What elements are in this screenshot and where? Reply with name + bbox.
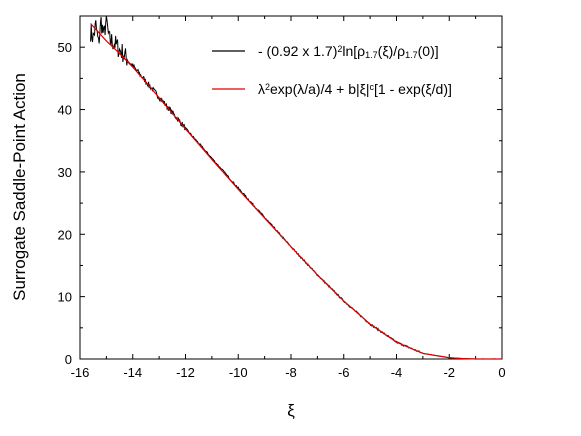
plot-frame	[79, 15, 503, 360]
legend-label-part: (ξ)/ρ	[378, 43, 405, 59]
series-line-0	[90, 15, 502, 360]
x-tick-label: -2	[443, 365, 455, 380]
x-tick-label: -12	[176, 365, 195, 380]
x-tick-label: -10	[229, 365, 248, 380]
y-axis-label: Surrogate Saddle-Point Action	[10, 73, 29, 301]
legend-label-part: [1 - exp(ξ/d)]	[374, 81, 452, 97]
legend: - (0.92 x 1.7)2ln[ρ1.7(ξ)/ρ1.7(0)]λ2exp(…	[212, 43, 452, 97]
legend-label-part: 1.7	[365, 50, 378, 60]
legend-label-part: 2	[337, 44, 342, 54]
x-tick-label: -8	[285, 365, 297, 380]
series-lines	[90, 15, 502, 360]
y-tick-label: 20	[58, 227, 72, 242]
y-tick-label: 50	[58, 40, 72, 55]
legend-label: - (0.92 x 1.7)2ln[ρ1.7(ξ)/ρ1.7(0)]	[258, 43, 439, 60]
y-tick-label: 0	[65, 352, 72, 367]
x-axis-label: ξ	[287, 401, 295, 420]
y-tick-label: 10	[58, 290, 72, 305]
x-tick-label: -14	[123, 365, 142, 380]
x-tick-label: -6	[338, 365, 350, 380]
x-tick-label: 0	[498, 365, 505, 380]
legend-label-part: (0)]	[418, 43, 439, 59]
x-tick-label: -4	[391, 365, 403, 380]
legend-label-part: 2	[265, 82, 270, 92]
legend-label-part: ln[ρ	[342, 43, 365, 59]
y-tick-label: 30	[58, 165, 72, 180]
legend-label-part: 1.7	[405, 50, 418, 60]
y-tick-label: 40	[58, 103, 72, 118]
legend-label-part: λ	[258, 81, 265, 97]
legend-label-part: - (0.92 x 1.7)	[258, 43, 337, 59]
axis-ticks	[79, 15, 503, 360]
legend-label-part: exp(λ/a)/4 + b|ξ|	[270, 81, 370, 97]
legend-label-part: c	[370, 82, 375, 92]
legend-label: λ2exp(λ/a)/4 + b|ξ|c[1 - exp(ξ/d)]	[258, 81, 452, 97]
series-line-1	[90, 23, 502, 360]
x-tick-label: -16	[71, 365, 90, 380]
axis-tick-labels: -16 -14 -12 -10 -8 -6 -4 -2 0 0 10 20 30 40 50	[58, 40, 506, 380]
